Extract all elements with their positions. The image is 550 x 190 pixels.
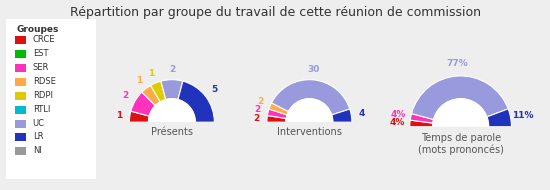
Wedge shape	[246, 122, 373, 186]
Wedge shape	[131, 92, 155, 116]
Circle shape	[433, 99, 488, 155]
FancyBboxPatch shape	[4, 14, 98, 183]
Wedge shape	[129, 111, 149, 122]
Wedge shape	[487, 109, 512, 127]
Text: RDPI: RDPI	[33, 91, 53, 100]
Text: 1: 1	[136, 76, 142, 85]
Text: 2: 2	[255, 105, 261, 114]
Text: NI: NI	[33, 146, 42, 155]
Text: 1: 1	[116, 111, 122, 120]
Text: CRCE: CRCE	[33, 35, 55, 44]
Wedge shape	[272, 80, 350, 115]
Wedge shape	[410, 114, 433, 123]
Text: Groupes: Groupes	[16, 25, 59, 34]
Text: 2: 2	[123, 91, 129, 100]
Text: 2: 2	[169, 65, 175, 74]
Circle shape	[286, 99, 333, 146]
Text: 2: 2	[257, 97, 263, 106]
Text: 11%: 11%	[513, 111, 534, 120]
Bar	[15, 92, 26, 100]
Text: Présents: Présents	[151, 127, 193, 137]
Wedge shape	[108, 122, 235, 186]
Text: Temps de parole
(mots prononcés): Temps de parole (mots prononcés)	[417, 133, 504, 155]
Bar	[15, 36, 26, 44]
Wedge shape	[178, 81, 214, 122]
Bar	[369, 127, 550, 157]
Bar	[95, 122, 249, 148]
Text: 4%: 4%	[389, 118, 405, 127]
Wedge shape	[151, 81, 166, 102]
Wedge shape	[142, 85, 160, 106]
Text: RTLI: RTLI	[33, 105, 50, 114]
Wedge shape	[161, 80, 183, 100]
Text: EST: EST	[33, 49, 48, 58]
Bar	[15, 106, 26, 114]
Bar	[15, 50, 26, 58]
Bar	[15, 120, 26, 127]
Text: LR: LR	[33, 132, 43, 141]
Wedge shape	[267, 116, 287, 122]
Wedge shape	[332, 109, 352, 122]
Text: 4%: 4%	[390, 110, 406, 119]
Text: Répartition par groupe du travail de cette réunion de commission: Répartition par groupe du travail de cet…	[69, 6, 481, 19]
Text: 77%: 77%	[447, 59, 469, 68]
Bar	[15, 78, 26, 86]
Wedge shape	[411, 76, 508, 120]
Wedge shape	[410, 120, 433, 127]
Bar	[15, 64, 26, 72]
Circle shape	[148, 99, 195, 146]
Text: 4: 4	[359, 109, 365, 118]
Wedge shape	[269, 103, 289, 115]
Text: UC: UC	[33, 119, 45, 127]
Text: 1: 1	[148, 69, 155, 78]
Wedge shape	[384, 127, 537, 190]
Bar	[15, 133, 26, 141]
Bar	[233, 122, 386, 148]
Text: RDSE: RDSE	[33, 77, 56, 86]
Wedge shape	[267, 109, 287, 119]
Text: Interventions: Interventions	[277, 127, 342, 137]
Text: 5: 5	[211, 85, 217, 94]
Text: 2: 2	[254, 113, 260, 123]
Text: SER: SER	[33, 63, 49, 72]
Bar	[15, 147, 26, 155]
Text: 30: 30	[307, 65, 320, 74]
